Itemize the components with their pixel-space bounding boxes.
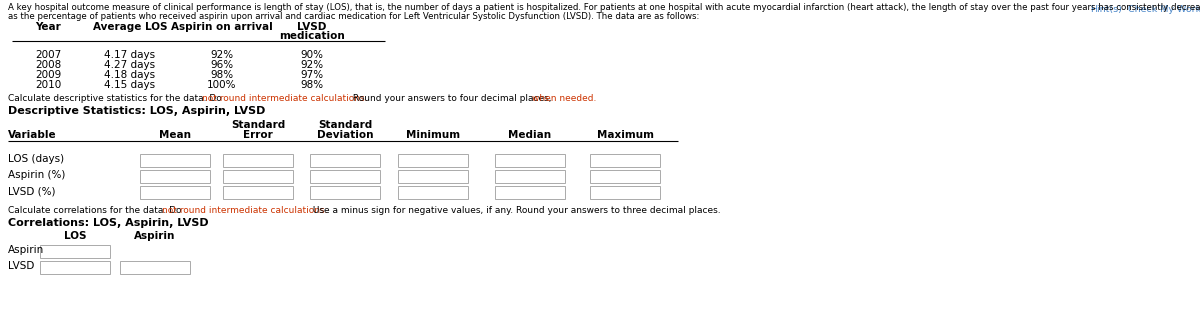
Text: LVSD: LVSD (8, 261, 35, 271)
FancyBboxPatch shape (223, 170, 293, 183)
Text: A key hospital outcome measure of clinical performance is length of stay (LOS), : A key hospital outcome measure of clinic… (8, 3, 1200, 12)
Text: Calculate descriptive statistics for the data. Do: Calculate descriptive statistics for the… (8, 94, 224, 103)
Text: 98%: 98% (210, 70, 234, 80)
Text: Year: Year (35, 22, 61, 32)
Text: Aspirin on arrival: Aspirin on arrival (172, 22, 272, 32)
Text: 98%: 98% (300, 80, 324, 90)
FancyBboxPatch shape (310, 170, 380, 183)
FancyBboxPatch shape (590, 186, 660, 199)
FancyBboxPatch shape (496, 186, 565, 199)
Text: LOS (days): LOS (days) (8, 154, 64, 164)
FancyBboxPatch shape (140, 154, 210, 167)
FancyBboxPatch shape (120, 261, 190, 274)
Text: 4.27 days: 4.27 days (104, 60, 156, 70)
Text: Maximum: Maximum (596, 130, 654, 140)
Text: 4.15 days: 4.15 days (104, 80, 156, 90)
FancyBboxPatch shape (223, 154, 293, 167)
Text: when needed.: when needed. (532, 94, 596, 103)
Text: Standard: Standard (318, 120, 372, 130)
FancyBboxPatch shape (590, 154, 660, 167)
FancyBboxPatch shape (398, 186, 468, 199)
Text: Standard: Standard (230, 120, 286, 130)
Text: 92%: 92% (300, 60, 324, 70)
Text: 4.18 days: 4.18 days (104, 70, 156, 80)
Text: Hint(s): Hint(s) (1090, 5, 1122, 14)
FancyBboxPatch shape (590, 170, 660, 183)
Text: medication: medication (280, 31, 344, 41)
Text: not round intermediate calculations.: not round intermediate calculations. (202, 94, 367, 103)
Text: Average LOS: Average LOS (92, 22, 167, 32)
Text: LVSD (%): LVSD (%) (8, 186, 55, 196)
Text: Aspirin (%): Aspirin (%) (8, 170, 65, 180)
FancyBboxPatch shape (140, 170, 210, 183)
Text: Correlations: LOS, Aspirin, LVSD: Correlations: LOS, Aspirin, LVSD (8, 218, 209, 228)
Text: 90%: 90% (300, 50, 324, 60)
Text: LOS: LOS (64, 231, 86, 241)
Text: LVSD: LVSD (298, 22, 326, 32)
Text: as the percentage of patients who received aspirin upon arrival and cardiac medi: as the percentage of patients who receiv… (8, 12, 700, 21)
Text: Aspirin: Aspirin (8, 245, 44, 255)
FancyBboxPatch shape (40, 245, 110, 258)
Text: not round intermediate calculations.: not round intermediate calculations. (162, 206, 328, 215)
Text: Use a minus sign for negative values, if any. Round your answers to three decima: Use a minus sign for negative values, if… (310, 206, 721, 215)
Text: Aspirin: Aspirin (134, 231, 175, 241)
FancyBboxPatch shape (496, 154, 565, 167)
Text: 2010: 2010 (35, 80, 61, 90)
Text: 97%: 97% (300, 70, 324, 80)
Text: Mean: Mean (158, 130, 191, 140)
FancyBboxPatch shape (310, 186, 380, 199)
FancyBboxPatch shape (223, 186, 293, 199)
Text: Median: Median (509, 130, 552, 140)
FancyBboxPatch shape (140, 186, 210, 199)
Text: 2008: 2008 (35, 60, 61, 70)
FancyBboxPatch shape (496, 170, 565, 183)
Text: Round your answers to four decimal places,: Round your answers to four decimal place… (350, 94, 554, 103)
FancyBboxPatch shape (398, 154, 468, 167)
Text: 96%: 96% (210, 60, 234, 70)
FancyBboxPatch shape (310, 154, 380, 167)
Text: Check My Work: Check My Work (1128, 5, 1200, 14)
Text: Variable: Variable (8, 130, 56, 140)
Text: 100%: 100% (208, 80, 236, 90)
FancyBboxPatch shape (398, 170, 468, 183)
Text: 2009: 2009 (35, 70, 61, 80)
Text: Minimum: Minimum (406, 130, 460, 140)
Text: Error: Error (244, 130, 272, 140)
Text: 4.17 days: 4.17 days (104, 50, 156, 60)
Text: Deviation: Deviation (317, 130, 373, 140)
Text: 92%: 92% (210, 50, 234, 60)
FancyBboxPatch shape (40, 261, 110, 274)
Text: Calculate correlations for the data. Do: Calculate correlations for the data. Do (8, 206, 185, 215)
Text: 2007: 2007 (35, 50, 61, 60)
Text: Descriptive Statistics: LOS, Aspirin, LVSD: Descriptive Statistics: LOS, Aspirin, LV… (8, 106, 265, 116)
